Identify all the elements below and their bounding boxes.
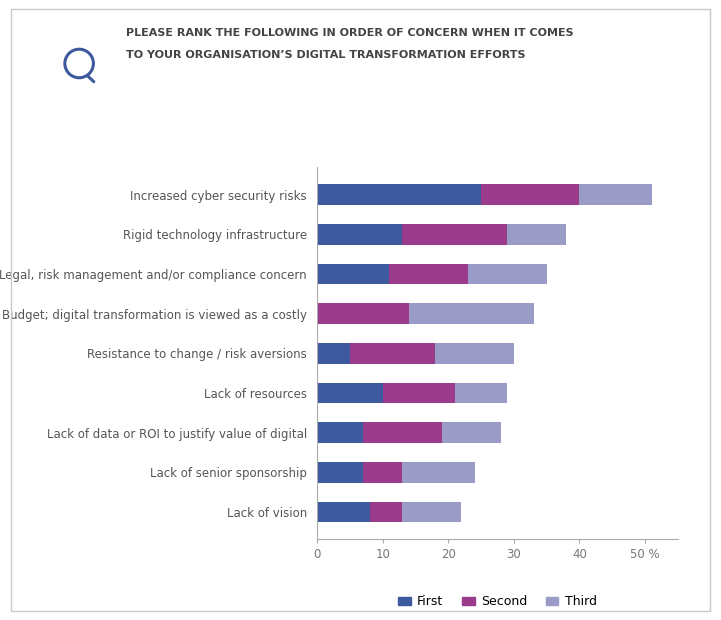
- Text: TO YOUR ORGANISATION’S DIGITAL TRANSFORMATION EFFORTS: TO YOUR ORGANISATION’S DIGITAL TRANSFORM…: [126, 50, 526, 60]
- Bar: [317, 462, 363, 483]
- Bar: [363, 462, 402, 483]
- Bar: [508, 224, 566, 245]
- Bar: [317, 383, 383, 404]
- Bar: [317, 422, 363, 443]
- Bar: [409, 303, 534, 324]
- Text: PLEASE RANK THE FOLLOWING IN ORDER OF CONCERN WHEN IT COMES: PLEASE RANK THE FOLLOWING IN ORDER OF CO…: [126, 28, 574, 38]
- Bar: [317, 264, 389, 285]
- Legend: First, Second, Third: First, Second, Third: [394, 590, 601, 613]
- Bar: [435, 343, 514, 364]
- Bar: [370, 502, 402, 523]
- Bar: [468, 264, 547, 285]
- Bar: [580, 184, 652, 205]
- Bar: [383, 383, 455, 404]
- Bar: [402, 462, 474, 483]
- Bar: [455, 383, 508, 404]
- Bar: [402, 502, 461, 523]
- Bar: [389, 264, 468, 285]
- Bar: [317, 224, 402, 245]
- Bar: [402, 224, 508, 245]
- Bar: [481, 184, 580, 205]
- Bar: [350, 343, 435, 364]
- Bar: [317, 343, 350, 364]
- Bar: [317, 184, 481, 205]
- Bar: [317, 502, 370, 523]
- Bar: [442, 422, 501, 443]
- Bar: [363, 422, 442, 443]
- Bar: [317, 303, 409, 324]
